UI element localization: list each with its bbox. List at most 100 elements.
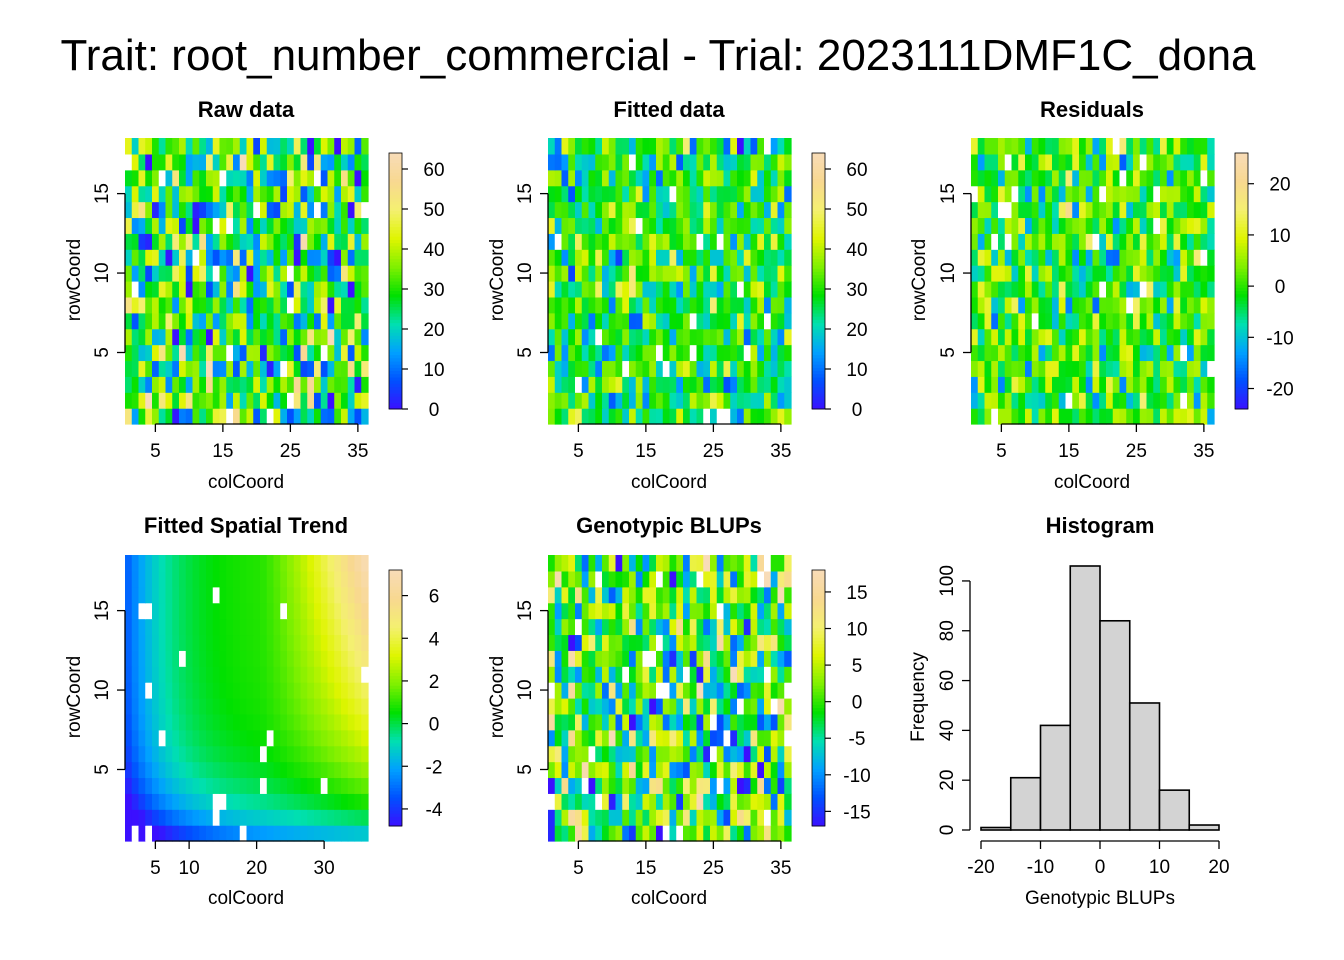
heatmap-cell [1193, 296, 1202, 314]
heatmap-cell [689, 249, 698, 266]
heatmap-cell [334, 201, 342, 219]
heatmap-cell [757, 650, 765, 667]
heatmap-cell [185, 761, 194, 779]
heatmap-cell [777, 761, 785, 779]
heatmap-cell [689, 555, 698, 572]
heatmap-cell [145, 729, 153, 747]
heatmap-cell [991, 265, 999, 282]
heatmap-cell [320, 185, 329, 203]
heatmap-cell [635, 698, 644, 715]
heatmap-cell [320, 777, 329, 794]
colorbar-segment [1235, 386, 1248, 391]
heatmap-cell [649, 618, 657, 636]
heatmap-cell [1011, 281, 1019, 298]
heatmap-cell [635, 376, 644, 393]
heatmap-cell [138, 328, 146, 346]
heatmap-cell [152, 618, 160, 636]
heatmap-cell [361, 809, 369, 826]
heatmap-cell [185, 793, 194, 810]
heatmap-cell [233, 376, 241, 393]
heatmap-cell [1011, 138, 1019, 155]
heatmap-cell [683, 682, 691, 699]
colorbar-segment [812, 396, 825, 400]
heatmap-cell [984, 265, 992, 282]
heatmap-cell [615, 634, 623, 651]
colorbar-segment [389, 672, 402, 677]
heatmap-cell [977, 265, 986, 282]
heatmap-cell [689, 312, 698, 330]
colorbar-segment [812, 714, 825, 718]
colorbar-segment [812, 666, 825, 670]
heatmap-cell [710, 312, 718, 330]
colorbar-segment [389, 271, 402, 276]
heatmap-cell [320, 265, 329, 282]
heatmap-cell [649, 328, 657, 346]
heatmap-cell [730, 713, 738, 731]
heatmap-cell [575, 328, 583, 346]
heatmap-cell [219, 825, 227, 842]
heatmap-cell [1011, 360, 1019, 377]
colorbar-segment [389, 797, 402, 801]
heatmap-cell [138, 217, 146, 234]
heatmap-cell [656, 618, 664, 636]
heatmap-cell [1207, 185, 1215, 203]
heatmap-cell [1160, 376, 1168, 393]
heatmap-cell [1200, 233, 1208, 250]
colorbar-segment [389, 758, 402, 763]
heatmap-cell [656, 185, 664, 203]
heatmap-cell [307, 376, 315, 393]
heatmap-cell [548, 713, 556, 731]
heatmap-cell [575, 698, 583, 715]
heatmap-cell [199, 729, 207, 747]
heatmap-cell [743, 555, 752, 572]
heatmap-cell [341, 360, 349, 377]
heatmap-cell [253, 570, 261, 588]
heatmap-cell [206, 745, 214, 763]
heatmap-cell [696, 682, 704, 699]
heatmap-cell [219, 602, 227, 620]
heatmap-cell [239, 360, 248, 377]
heatmap-cell [314, 392, 322, 409]
heatmap-cell [226, 555, 234, 572]
heatmap-cell [784, 745, 792, 763]
heatmap-cell [608, 602, 617, 620]
heatmap-cell [757, 376, 765, 393]
heatmap-cell [347, 618, 356, 636]
colorbar-frame [388, 569, 403, 827]
heatmap-cell [554, 281, 563, 298]
heatmap-cell [1099, 376, 1107, 393]
heatmap-cell [561, 328, 569, 346]
heatmap-cell [635, 344, 644, 362]
heatmap-cell [1058, 408, 1067, 425]
heatmap-cell [575, 793, 583, 810]
heatmap-cell [662, 217, 671, 234]
heatmap-cell [622, 570, 630, 588]
heatmap-cell [152, 602, 160, 620]
heatmap-cell [723, 634, 731, 651]
heatmap-cell [354, 713, 362, 731]
heatmap-cell [219, 249, 227, 266]
heatmap-cell [287, 281, 295, 298]
heatmap-cell [152, 666, 160, 683]
heatmap-cell [649, 809, 657, 826]
heatmap-cell [649, 634, 657, 651]
colorbar-segment [1235, 380, 1248, 384]
heatmap-cell [676, 265, 684, 282]
heatmap-cell [1072, 249, 1080, 266]
heatmap-cell [1106, 360, 1114, 377]
heatmap-cell [777, 265, 785, 282]
heatmap-cell [770, 682, 779, 699]
heatmap-cell [1173, 233, 1181, 250]
heatmap-cell [602, 328, 610, 346]
heatmap-cell [192, 312, 200, 330]
heatmap-cell [689, 185, 698, 203]
heatmap-cell [1106, 217, 1114, 234]
heatmap-cell [588, 761, 596, 779]
heatmap-cell [757, 634, 765, 651]
heatmap-cell [710, 328, 718, 346]
colorbar-segment [812, 245, 825, 250]
heatmap-cell [608, 249, 617, 266]
heatmap-cell [280, 745, 288, 763]
colorbar-segment [812, 178, 825, 183]
heatmap-cell [595, 745, 603, 763]
